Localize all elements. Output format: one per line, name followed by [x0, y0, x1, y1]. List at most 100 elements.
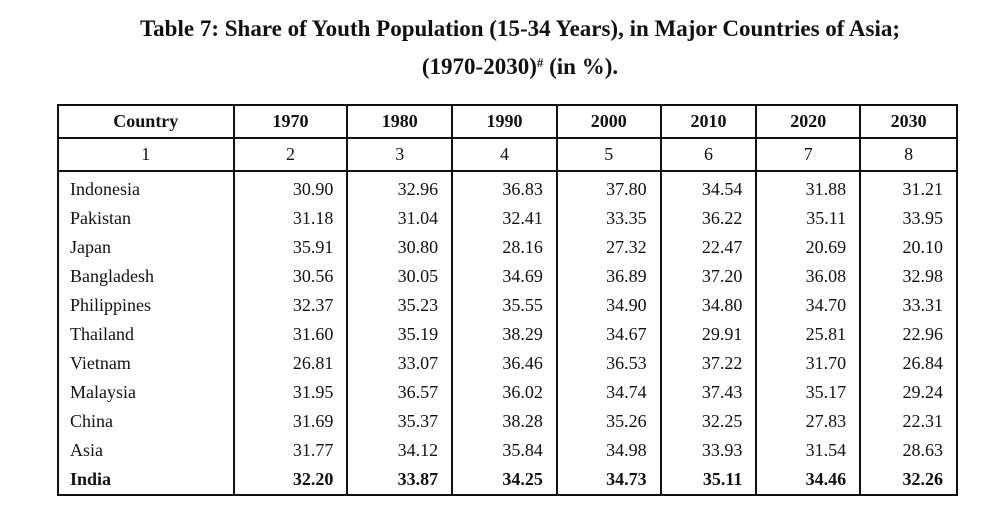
value-cell: 34.70	[755, 291, 862, 320]
value-cell: 38.29	[451, 320, 558, 349]
value-cell: 34.98	[555, 436, 662, 465]
value-cell: 20.69	[755, 233, 862, 262]
table-row: Vietnam 26.81 33.07 36.46 36.53 37.22 31.70 26.…	[57, 349, 958, 378]
country-cell: Asia	[57, 436, 235, 465]
value-cell: 35.55	[451, 291, 558, 320]
country-cell: China	[57, 407, 235, 436]
value-cell: 29.24	[859, 378, 958, 407]
value-cell: 35.19	[346, 320, 454, 349]
column-header-year: 2010	[659, 104, 758, 139]
value-cell: 28.16	[451, 233, 558, 262]
table-row: China 31.69 35.37 38.28 35.26 32.25 27.83 22.31	[57, 407, 958, 436]
value-cell: 31.21	[859, 171, 958, 204]
value-cell: 30.56	[232, 262, 349, 291]
value-cell: 34.46	[755, 465, 862, 496]
value-cell: 35.11	[755, 204, 862, 233]
value-cell: 31.77	[232, 436, 349, 465]
column-index: 2	[232, 138, 349, 172]
country-cell: Thailand	[57, 320, 235, 349]
column-header-year: 2030	[859, 104, 958, 139]
title-unit: (in %).	[543, 54, 619, 79]
value-cell: 31.70	[755, 349, 862, 378]
value-cell: 35.17	[755, 378, 862, 407]
value-cell: 35.26	[555, 407, 662, 436]
table-row: Thailand 31.60 35.19 38.29 34.67 29.91 25.81 22…	[57, 320, 958, 349]
table-row: Indonesia 30.90 32.96 36.83 37.80 34.54 31.88 3…	[57, 171, 958, 204]
value-cell: 32.26	[859, 465, 958, 496]
value-cell: 31.04	[346, 204, 454, 233]
column-header-year: 2020	[755, 104, 862, 139]
value-cell: 36.89	[555, 262, 662, 291]
value-cell: 37.80	[555, 171, 662, 204]
value-cell: 34.80	[659, 291, 758, 320]
value-cell: 31.54	[755, 436, 862, 465]
country-cell: Philippines	[57, 291, 235, 320]
column-header-year: 1990	[451, 104, 558, 139]
value-cell: 35.84	[451, 436, 558, 465]
value-cell: 33.95	[859, 204, 958, 233]
value-cell: 34.73	[555, 465, 662, 496]
country-cell: Vietnam	[57, 349, 235, 378]
value-cell: 36.53	[555, 349, 662, 378]
value-cell: 25.81	[755, 320, 862, 349]
table-row: Pakistan 31.18 31.04 32.41 33.35 36.22 35.11 33…	[57, 204, 958, 233]
column-header-year: 1970	[232, 104, 349, 139]
value-cell: 36.02	[451, 378, 558, 407]
value-cell: 35.11	[659, 465, 758, 496]
value-cell: 20.10	[859, 233, 958, 262]
value-cell: 35.91	[232, 233, 349, 262]
value-cell: 26.81	[232, 349, 349, 378]
value-cell: 34.74	[555, 378, 662, 407]
value-cell: 36.08	[755, 262, 862, 291]
value-cell: 34.69	[451, 262, 558, 291]
country-cell: India	[57, 465, 235, 496]
value-cell: 32.37	[232, 291, 349, 320]
value-cell: 34.54	[659, 171, 758, 204]
value-cell: 37.43	[659, 378, 758, 407]
table-row: Bangladesh 30.56 30.05 34.69 36.89 37.20 36.08…	[57, 262, 958, 291]
country-cell: Bangladesh	[57, 262, 235, 291]
column-index: 8	[859, 138, 958, 172]
value-cell: 32.98	[859, 262, 958, 291]
header-row: Country 1970 1980 1990 2000 2010 2020 2030	[57, 104, 958, 139]
value-cell: 30.90	[232, 171, 349, 204]
column-index: 5	[555, 138, 662, 172]
value-cell: 22.31	[859, 407, 958, 436]
column-header-country: Country	[57, 104, 235, 139]
value-cell: 28.63	[859, 436, 958, 465]
country-cell: Japan	[57, 233, 235, 262]
value-cell: 31.60	[232, 320, 349, 349]
table-row: India 32.20 33.87 34.25 34.73 35.11 34.46 32.26	[57, 465, 958, 496]
column-header-year: 2000	[555, 104, 662, 139]
value-cell: 33.31	[859, 291, 958, 320]
table-row: Asia 31.77 34.12 35.84 34.98 33.93 31.54 28.63	[57, 436, 958, 465]
value-cell: 36.57	[346, 378, 454, 407]
column-index: 7	[755, 138, 862, 172]
value-cell: 30.05	[346, 262, 454, 291]
value-cell: 33.93	[659, 436, 758, 465]
value-cell: 32.96	[346, 171, 454, 204]
column-index: 1	[57, 138, 235, 172]
value-cell: 32.25	[659, 407, 758, 436]
value-cell: 36.83	[451, 171, 558, 204]
value-cell: 27.32	[555, 233, 662, 262]
title-footnote-mark: #	[536, 55, 544, 70]
value-cell: 33.07	[346, 349, 454, 378]
column-header-year: 1980	[346, 104, 454, 139]
value-cell: 32.41	[451, 204, 558, 233]
value-cell: 31.18	[232, 204, 349, 233]
table-title-line2: (1970-2030)# (in %).	[0, 53, 1008, 81]
title-years: (1970-2030)	[421, 54, 537, 79]
table-row: Philippines 32.37 35.23 35.55 34.90 34.80 34.7…	[57, 291, 958, 320]
value-cell: 27.83	[755, 407, 862, 436]
value-cell: 37.22	[659, 349, 758, 378]
value-cell: 31.88	[755, 171, 862, 204]
value-cell: 34.90	[555, 291, 662, 320]
value-cell: 31.69	[232, 407, 349, 436]
value-cell: 37.20	[659, 262, 758, 291]
value-cell: 22.96	[859, 320, 958, 349]
value-cell: 33.87	[346, 465, 454, 496]
table-row: Japan 35.91 30.80 28.16 27.32 22.47 20.69 20.10	[57, 233, 958, 262]
